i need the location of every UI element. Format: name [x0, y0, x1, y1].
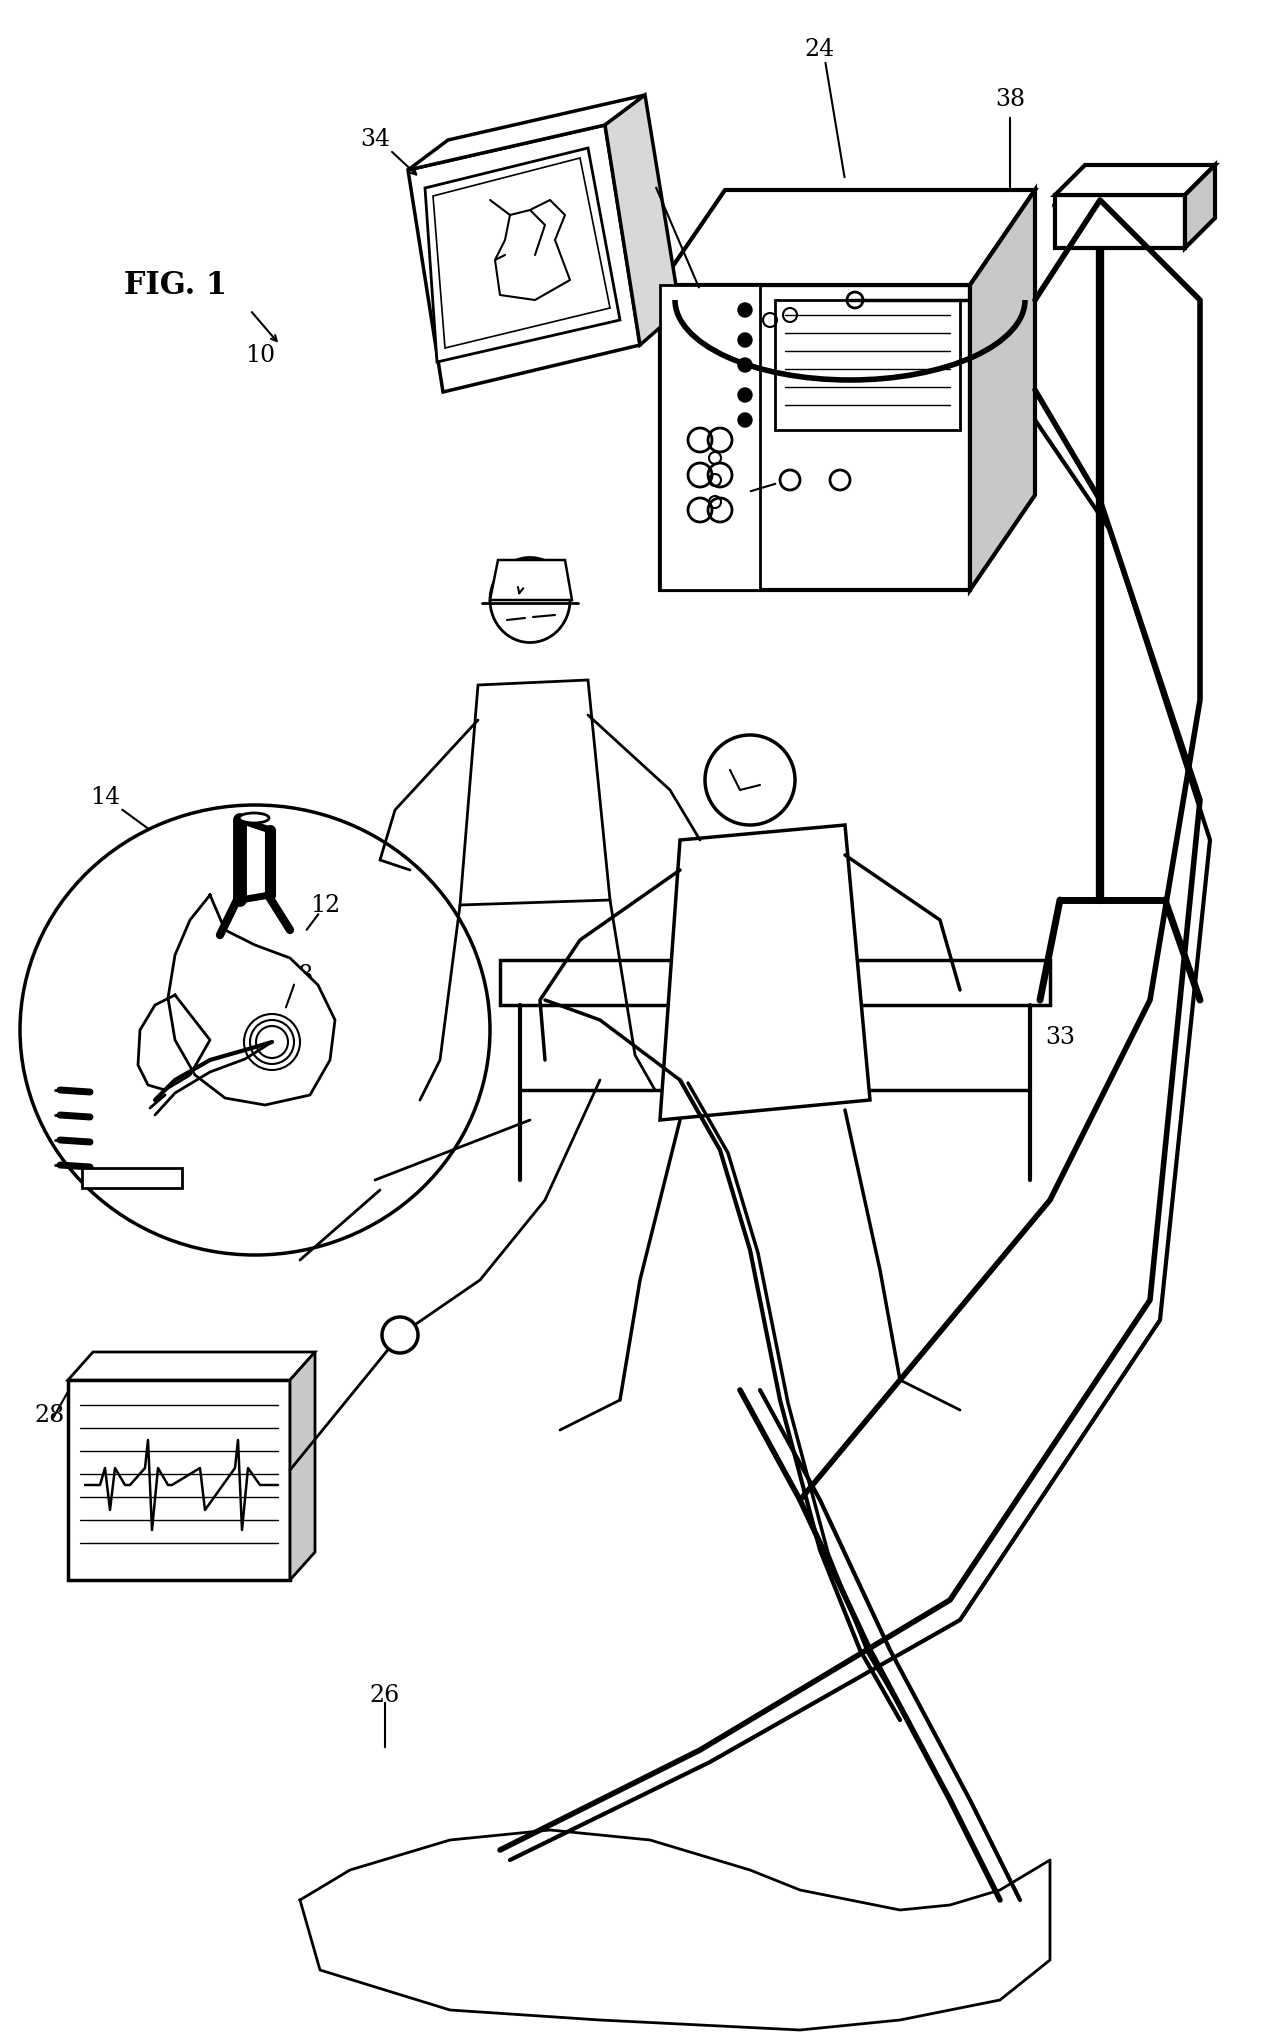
- Text: FIG. 1: FIG. 1: [123, 269, 227, 300]
- Text: 38: 38: [994, 88, 1025, 112]
- Text: 12: 12: [310, 894, 340, 916]
- Polygon shape: [659, 286, 970, 590]
- Text: 28: 28: [35, 1404, 65, 1427]
- Polygon shape: [500, 959, 1049, 1004]
- Ellipse shape: [490, 557, 570, 643]
- Text: 18: 18: [282, 963, 313, 986]
- Polygon shape: [425, 149, 620, 361]
- Circle shape: [382, 1316, 418, 1353]
- Polygon shape: [300, 1831, 1049, 2031]
- Text: 14: 14: [90, 786, 121, 810]
- Polygon shape: [659, 286, 760, 590]
- Polygon shape: [290, 1351, 316, 1580]
- Ellipse shape: [21, 804, 490, 1255]
- Circle shape: [738, 412, 752, 427]
- Polygon shape: [659, 825, 870, 1121]
- Polygon shape: [432, 157, 609, 349]
- Polygon shape: [659, 190, 1035, 286]
- Polygon shape: [68, 1380, 290, 1580]
- Text: 36: 36: [624, 159, 653, 182]
- Polygon shape: [408, 125, 640, 392]
- Polygon shape: [970, 190, 1035, 590]
- Text: 10: 10: [245, 343, 275, 367]
- Circle shape: [738, 333, 752, 347]
- Polygon shape: [68, 1351, 316, 1380]
- Polygon shape: [1055, 165, 1215, 196]
- Text: 20: 20: [577, 853, 608, 876]
- Polygon shape: [606, 96, 680, 345]
- Polygon shape: [168, 896, 335, 1104]
- Ellipse shape: [704, 735, 795, 825]
- Text: 34: 34: [361, 129, 390, 151]
- Polygon shape: [408, 96, 645, 169]
- Ellipse shape: [239, 812, 269, 823]
- Polygon shape: [82, 1167, 182, 1188]
- Text: 24: 24: [804, 39, 835, 61]
- Circle shape: [738, 388, 752, 402]
- Polygon shape: [1055, 196, 1185, 249]
- Text: 16: 16: [506, 576, 535, 600]
- Text: 26: 26: [370, 1684, 400, 1706]
- Text: 32: 32: [715, 484, 745, 506]
- Polygon shape: [1185, 165, 1215, 249]
- Circle shape: [738, 357, 752, 371]
- Circle shape: [738, 302, 752, 316]
- Polygon shape: [139, 996, 210, 1090]
- Polygon shape: [490, 559, 572, 600]
- Text: 33: 33: [1044, 1027, 1075, 1049]
- Polygon shape: [461, 680, 609, 904]
